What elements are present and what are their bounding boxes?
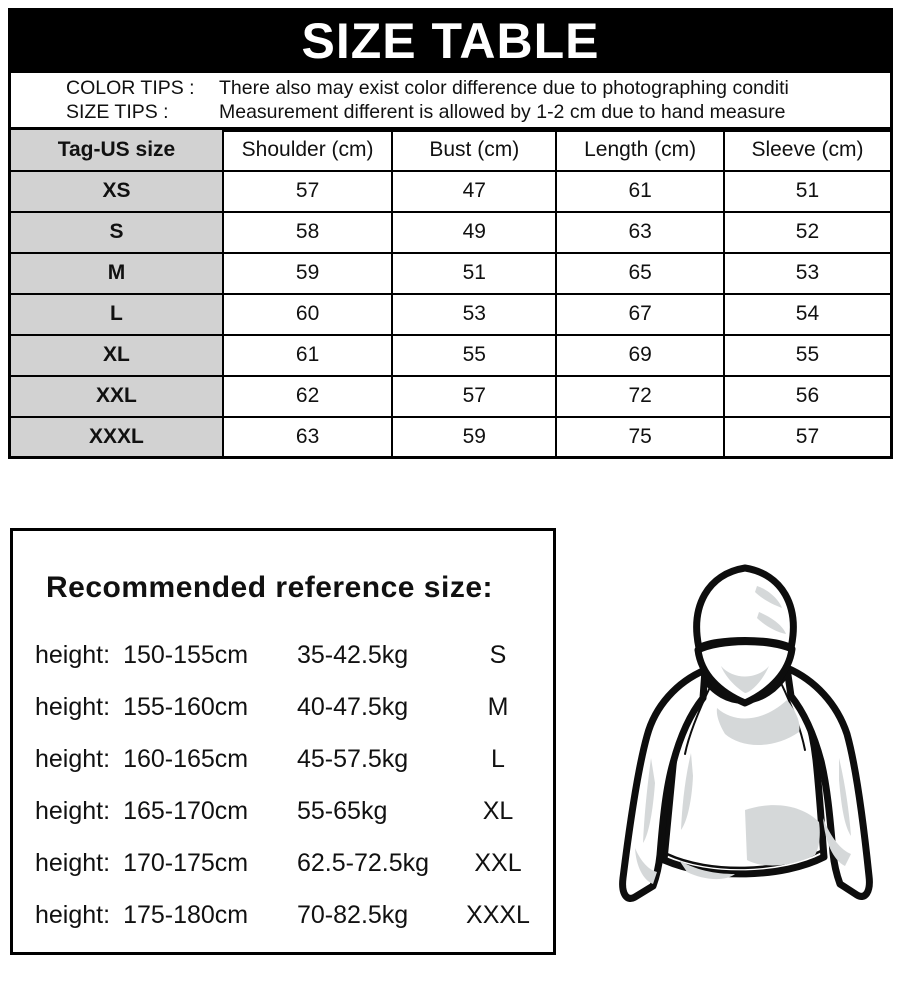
- size-tips-label: SIZE TIPS :: [66, 101, 169, 123]
- size-label: XXXL: [8, 415, 224, 459]
- weight-range: 45-57.5kg: [297, 744, 409, 773]
- recommended-size: XL: [482, 796, 514, 825]
- column-header-bust: Bust (cm): [391, 127, 558, 172]
- bust-value: 59: [391, 415, 558, 459]
- shoulder-value: 57: [221, 169, 394, 213]
- table-row: S 58 49 63 52: [8, 210, 893, 254]
- shoulder-value: 61: [221, 333, 394, 377]
- sleeve-value: 55: [722, 333, 893, 377]
- page-title: SIZE TABLE: [11, 11, 890, 70]
- sleeve-value: 57: [722, 415, 893, 459]
- height-range: height: 175-180cm: [35, 900, 249, 929]
- height-range: height: 165-170cm: [35, 796, 249, 825]
- recommended-size: M: [487, 692, 509, 721]
- column-header-tag-size: Tag-US size: [8, 127, 224, 172]
- shoulder-value: 60: [221, 292, 394, 336]
- weight-range: 62.5-72.5kg: [297, 848, 430, 877]
- shoulder-value: 63: [221, 415, 394, 459]
- length-value: 72: [555, 374, 725, 418]
- height-range: height: 150-155cm: [35, 640, 249, 669]
- table-row: L 60 53 67 54: [8, 292, 893, 336]
- table-row: XXL 62 57 72 56: [8, 374, 893, 418]
- size-table-header-row: Tag-US size Shoulder (cm) Bust (cm) Leng…: [8, 127, 893, 172]
- weight-range: 70-82.5kg: [297, 900, 409, 929]
- height-range: height: 160-165cm: [35, 744, 249, 773]
- size-label: S: [8, 210, 224, 254]
- bust-value: 53: [391, 292, 558, 336]
- bust-value: 47: [391, 169, 558, 213]
- size-label: XL: [8, 333, 224, 377]
- tips-block: COLOR TIPS : There also may exist color …: [11, 70, 890, 129]
- height-range: height: 155-160cm: [35, 692, 249, 721]
- recommended-size: XXXL: [466, 900, 530, 929]
- sleeve-value: 51: [722, 169, 893, 213]
- height-range: height: 170-175cm: [35, 848, 249, 877]
- color-tips-label: COLOR TIPS :: [66, 77, 195, 99]
- column-header-shoulder: Shoulder (cm): [221, 127, 394, 172]
- recommended-size: L: [491, 744, 505, 773]
- weight-range: 35-42.5kg: [297, 640, 409, 669]
- size-table: Tag-US size Shoulder (cm) Bust (cm) Leng…: [8, 127, 893, 459]
- size-label: XS: [8, 169, 224, 213]
- length-value: 67: [555, 292, 725, 336]
- table-row: XXXL 63 59 75 57: [8, 415, 893, 459]
- reference-title: Recommended reference size:: [46, 571, 494, 604]
- length-value: 75: [555, 415, 725, 459]
- shoulder-value: 59: [221, 251, 394, 295]
- list-item: height: 165-170cm 55-65kg XL: [13, 785, 553, 837]
- size-label: XXL: [8, 374, 224, 418]
- size-tips-text: Measurement different is allowed by 1-2 …: [219, 101, 786, 123]
- length-value: 63: [555, 210, 725, 254]
- list-item: height: 160-165cm 45-57.5kg L: [13, 733, 553, 785]
- weight-range: 55-65kg: [297, 796, 388, 825]
- hoodie-illustration: [619, 564, 873, 902]
- bust-value: 49: [391, 210, 558, 254]
- list-item: height: 175-180cm 70-82.5kg XXXL: [13, 889, 553, 941]
- size-label: M: [8, 251, 224, 295]
- sleeve-value: 52: [722, 210, 893, 254]
- weight-range: 40-47.5kg: [297, 692, 409, 721]
- bust-value: 57: [391, 374, 558, 418]
- size-table-section: SIZE TABLE COLOR TIPS : There also may e…: [8, 8, 893, 132]
- length-value: 65: [555, 251, 725, 295]
- length-value: 61: [555, 169, 725, 213]
- table-row: XS 57 47 61 51: [8, 169, 893, 213]
- recommended-size: S: [489, 640, 507, 669]
- bust-value: 51: [391, 251, 558, 295]
- column-header-sleeve: Sleeve (cm): [722, 127, 893, 172]
- length-value: 69: [555, 333, 725, 377]
- sleeve-value: 56: [722, 374, 893, 418]
- shoulder-value: 62: [221, 374, 394, 418]
- bust-value: 55: [391, 333, 558, 377]
- list-item: height: 150-155cm 35-42.5kg S: [13, 629, 553, 681]
- table-row: XL 61 55 69 55: [8, 333, 893, 377]
- shoulder-value: 58: [221, 210, 394, 254]
- list-item: height: 155-160cm 40-47.5kg M: [13, 681, 553, 733]
- table-row: M 59 51 65 53: [8, 251, 893, 295]
- column-header-length: Length (cm): [555, 127, 725, 172]
- color-tips-text: There also may exist color difference du…: [219, 77, 789, 99]
- reference-size-box: Recommended reference size: height: 150-1…: [10, 528, 556, 955]
- sleeve-value: 53: [722, 251, 893, 295]
- list-item: height: 170-175cm 62.5-72.5kg XXL: [13, 837, 553, 889]
- reference-rows: height: 150-155cm 35-42.5kg S height: 155-…: [13, 629, 553, 941]
- size-label: L: [8, 292, 224, 336]
- sleeve-value: 54: [722, 292, 893, 336]
- recommended-size: XXL: [474, 848, 522, 877]
